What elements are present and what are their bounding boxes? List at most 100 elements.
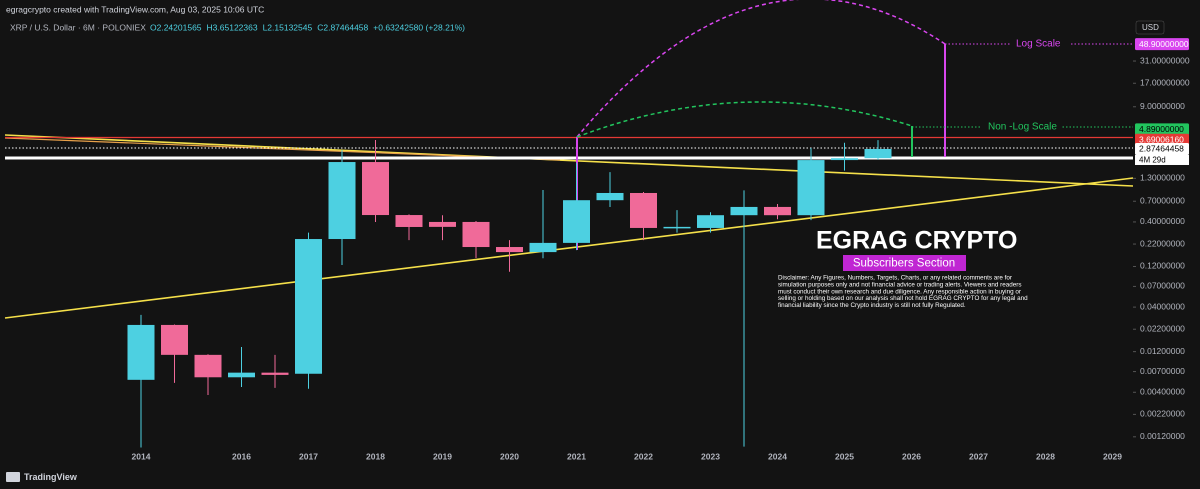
y-axis: 31.00000000 17.00000000 9.00000000 1.300000…	[1133, 38, 1190, 441]
candle-body	[328, 162, 356, 240]
x-tick-label: 2023	[701, 451, 720, 461]
candle-body	[529, 242, 557, 253]
x-tick-label: 2019	[433, 451, 452, 461]
candle-body	[764, 206, 791, 216]
x-tick-label: 2025	[835, 451, 854, 461]
x-tick-label: 2026	[902, 451, 921, 461]
watermark: EGRAG CRYPTO	[816, 227, 1017, 255]
x-tick-label: 2022	[634, 451, 653, 461]
ohlc-value: O2.24201565	[150, 22, 202, 32]
y-tick-label: 0.70000000	[1140, 195, 1185, 205]
price-label: 3.69006160	[1139, 135, 1184, 145]
candle-body	[663, 226, 691, 229]
currency: USD	[1142, 23, 1159, 32]
candle-body	[194, 354, 222, 378]
price-label: 2.87464458	[1139, 144, 1184, 154]
candle-body	[630, 192, 657, 228]
badge	[843, 255, 966, 271]
price-label-box	[1135, 123, 1189, 136]
symbol: XRP / U.S. Dollar · 6M · POLONIEX	[10, 22, 146, 32]
log-label: Log Scale	[1016, 39, 1061, 50]
x-tick-label: 2024	[768, 451, 787, 461]
ohlc-value: +0.63242580 (+28.21%)	[373, 22, 465, 32]
candle-body	[831, 158, 858, 161]
y-tick-label: 9.00000000	[1140, 101, 1185, 111]
disclaimer-line: Disclaimer: Any Figures, Numbers, Target…	[778, 275, 1012, 282]
axis-bg	[1133, 0, 1200, 489]
price-label-box	[1135, 133, 1189, 146]
x-tick-label: 2020	[500, 451, 519, 461]
ohlc-legend: O2.24201565 H3.65122363 L2.15132545 C2.8746…	[150, 22, 465, 32]
candle-body	[161, 324, 188, 355]
x-axis: 2014 2016 2017 2018 2019 2020 2021 2022 2023 2024…	[132, 451, 1123, 461]
y-tick-label: 31.00000000	[1140, 55, 1190, 65]
brand: TradingView	[24, 472, 78, 482]
y-tick-label: 0.01200000	[1140, 346, 1185, 356]
disclaimer-line: selling or holding based on our analysis…	[778, 295, 1028, 302]
candle-body	[797, 160, 825, 216]
candle-body	[261, 372, 289, 375]
x-tick-label: 2014	[132, 451, 151, 461]
candles	[127, 140, 892, 448]
candle-body	[596, 192, 624, 201]
price-label: 48.90000000	[1139, 39, 1189, 49]
x-tick-label: 2018	[366, 451, 385, 461]
ohlc-value: L2.15132545	[263, 22, 313, 32]
candle-body	[295, 239, 322, 374]
x-tick-label: 2028	[1036, 451, 1055, 461]
ohlc-value: H3.65122363	[207, 22, 258, 32]
y-tick-label: 0.00700000	[1140, 366, 1185, 376]
nonlog-label: Non -Log Scale	[988, 122, 1057, 133]
credit: egragcrypto created with TradingView.com…	[6, 4, 264, 14]
y-tick-label: 0.40000000	[1140, 216, 1185, 226]
x-tick-label: 2029	[1103, 451, 1122, 461]
price-label-box	[1135, 38, 1189, 51]
candle-body	[730, 206, 758, 216]
candle-body	[563, 200, 590, 243]
disclaimer-line: simulation purposes only and not financi…	[778, 281, 1022, 288]
trendline-up	[4, 177, 1134, 319]
label-bg	[982, 121, 1062, 133]
nonlog-arc	[576, 101, 913, 138]
x-tick-label: 2021	[567, 451, 586, 461]
candle-body	[127, 324, 155, 380]
y-tick-label: 0.00400000	[1140, 387, 1185, 397]
price-label-box	[1135, 142, 1189, 155]
candle-body	[697, 215, 724, 228]
y-tick-label: 0.02200000	[1140, 323, 1185, 333]
candle-body	[362, 162, 389, 216]
disclaimer-line: financial liability since the Crypto ind…	[778, 302, 966, 309]
candle-body	[864, 148, 892, 159]
y-tick-label: 0.04000000	[1140, 301, 1185, 311]
price-label: 4.89000000	[1139, 124, 1184, 134]
y-tick-label: 0.07000000	[1140, 281, 1185, 291]
x-tick-label: 2016	[232, 451, 251, 461]
candle-body	[228, 372, 255, 378]
y-tick-label: 0.00220000	[1140, 409, 1185, 419]
y-tick-label: 1.30000000	[1140, 173, 1185, 183]
trendline-down-2	[4, 137, 561, 161]
disclaimer: Disclaimer: Any Figures, Numbers, Target…	[778, 275, 1028, 309]
candle-body	[429, 221, 456, 227]
countdown-box	[1135, 154, 1189, 165]
brand-logo	[6, 472, 20, 482]
x-tick-label: 2017	[299, 451, 318, 461]
y-tick-label: 0.12000000	[1140, 261, 1185, 271]
candle-body	[496, 247, 523, 253]
label-bg	[1010, 38, 1070, 50]
candle-body	[462, 221, 490, 248]
trendline-down	[4, 134, 1134, 187]
x-tick-label: 2027	[969, 451, 988, 461]
currency-box	[1135, 20, 1165, 35]
candle-body	[395, 215, 423, 227]
ohlc-value: C2.87464458	[317, 22, 368, 32]
y-tick-label: 17.00000000	[1140, 78, 1190, 88]
badge-text: Subscribers Section	[853, 258, 955, 270]
y-tick-label: 0.22000000	[1140, 238, 1185, 248]
log-arc	[576, 0, 946, 138]
countdown: 4M 29d	[1139, 156, 1166, 165]
disclaimer-line: must conduct their own research and due …	[778, 288, 1021, 295]
y-tick-label: 0.00120000	[1140, 431, 1185, 441]
